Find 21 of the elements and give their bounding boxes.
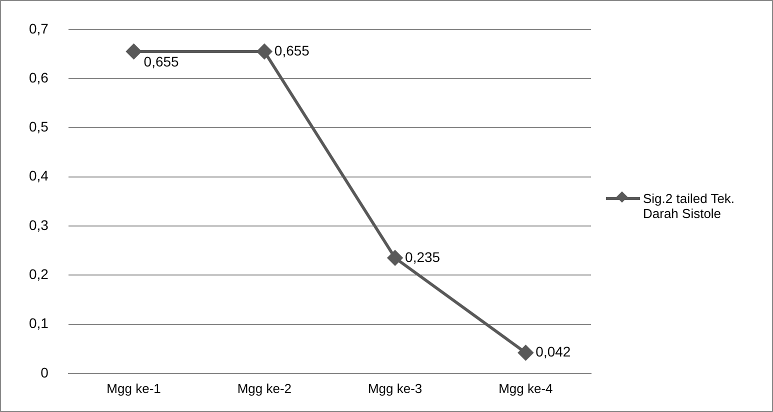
x-tick-label: Mgg ke-1: [106, 380, 161, 396]
data-label: 0,655: [274, 42, 310, 58]
point: [126, 44, 142, 60]
y-tick-label: 0,1: [28, 315, 49, 332]
legend-label: Sig.2 tailed Tek. Darah Sistole: [643, 191, 736, 221]
point: [388, 250, 403, 266]
data-label: 0,655: [144, 53, 180, 70]
data-label: 0,042: [536, 344, 571, 360]
x-tick-label: Mgg ke-3: [368, 380, 422, 396]
y-tick-label: 0,5: [28, 118, 49, 135]
x-tick-label: Mgg ke-4: [498, 380, 553, 396]
y-tick-label: 0,3: [28, 216, 49, 233]
y-tick-label: 0,4: [28, 168, 49, 184]
y-tick-label: 0,7: [28, 20, 49, 36]
x-tick-label: Mgg ke-2: [237, 380, 292, 396]
y-tick-label: 0: [40, 364, 49, 380]
data-label: 0,235: [405, 248, 440, 265]
point: [518, 345, 534, 360]
y-tick-label: 0,2: [28, 266, 49, 282]
y-tick-label: 0,6: [28, 69, 49, 86]
point: [256, 44, 272, 60]
